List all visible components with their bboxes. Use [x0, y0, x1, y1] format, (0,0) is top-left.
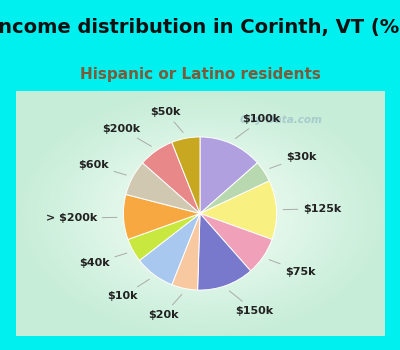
Text: $100k: $100k — [235, 114, 281, 139]
Text: $150k: $150k — [229, 291, 273, 316]
Text: > $200k: > $200k — [46, 214, 117, 223]
Wedge shape — [172, 137, 200, 214]
Wedge shape — [142, 142, 200, 214]
Wedge shape — [200, 163, 269, 214]
Text: Income distribution in Corinth, VT (%): Income distribution in Corinth, VT (%) — [0, 18, 400, 37]
Text: $30k: $30k — [270, 152, 317, 168]
Wedge shape — [200, 181, 276, 239]
Wedge shape — [126, 163, 200, 214]
Text: $60k: $60k — [78, 160, 126, 175]
Wedge shape — [172, 214, 200, 290]
Text: Hispanic or Latino residents: Hispanic or Latino residents — [80, 67, 320, 82]
Wedge shape — [124, 195, 200, 239]
Wedge shape — [140, 214, 200, 285]
Text: $50k: $50k — [150, 107, 183, 132]
Text: City-Data.com: City-Data.com — [240, 116, 322, 125]
Text: $40k: $40k — [79, 253, 127, 268]
Text: $125k: $125k — [283, 204, 342, 214]
Text: $20k: $20k — [148, 294, 182, 320]
Wedge shape — [200, 214, 272, 271]
Wedge shape — [200, 137, 258, 214]
Text: $75k: $75k — [269, 260, 316, 276]
Text: $10k: $10k — [108, 279, 149, 301]
Text: $200k: $200k — [102, 124, 151, 146]
Wedge shape — [128, 214, 200, 260]
Wedge shape — [198, 214, 251, 290]
